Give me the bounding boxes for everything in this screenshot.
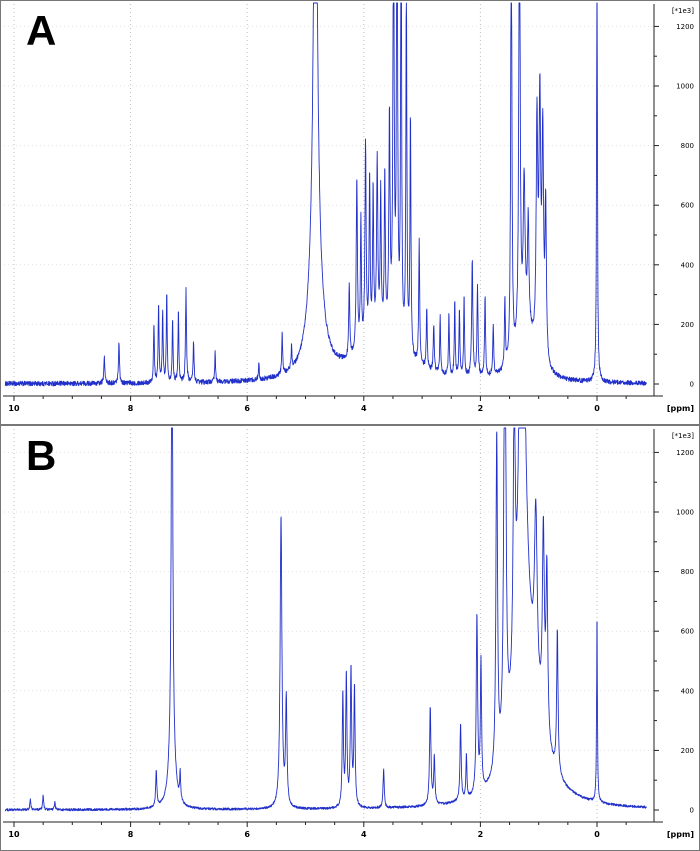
svg-text:[ppm]: [ppm]: [667, 830, 694, 839]
spectrum-panel-b: B 10 8 6 4 2 0 [ppm] 0 200 400 600 800 1000 1200 [*1e3…: [0, 425, 700, 851]
svg-text:800: 800: [681, 568, 694, 576]
svg-text:1000: 1000: [676, 509, 694, 517]
svg-text:8: 8: [128, 830, 134, 839]
svg-text:800: 800: [681, 142, 694, 150]
svg-text:2: 2: [478, 830, 484, 839]
svg-text:4: 4: [361, 830, 367, 839]
svg-text:4: 4: [361, 404, 367, 413]
panel-label-a: A: [26, 7, 57, 54]
svg-text:0: 0: [690, 381, 694, 389]
svg-text:8: 8: [128, 404, 134, 413]
svg-text:10: 10: [8, 404, 20, 413]
svg-text:400: 400: [681, 261, 694, 269]
spectrum-panel-a: A 10 8 6 4 2 0 [ppm] 0 200 400 600 800 1000 1200 [*1e3…: [0, 0, 700, 425]
nmr-spectrum-trace-a: [4, 2, 647, 387]
svg-text:[*1e3]: [*1e3]: [672, 432, 694, 440]
svg-text:0: 0: [594, 404, 600, 413]
spectrum-plot-b: 10 8 6 4 2 0 [ppm] 0 200 400 600 800 1000 1200 [*1e3]: [0, 425, 700, 851]
svg-text:6: 6: [244, 404, 250, 413]
svg-text:200: 200: [681, 321, 694, 329]
svg-text:0: 0: [690, 807, 694, 815]
svg-text:6: 6: [244, 830, 250, 839]
svg-text:200: 200: [681, 747, 694, 755]
svg-text:600: 600: [681, 628, 694, 636]
svg-text:2: 2: [478, 404, 484, 413]
svg-text:[ppm]: [ppm]: [667, 404, 694, 413]
spectrum-plot-a: 10 8 6 4 2 0 [ppm] 0 200 400 600 800 1000 1200 [*1e3]: [0, 0, 700, 425]
nmr-spectrum-trace-b: [4, 427, 647, 812]
svg-text:1200: 1200: [676, 449, 694, 457]
svg-text:0: 0: [594, 830, 600, 839]
svg-text:1200: 1200: [676, 23, 694, 31]
panel-label-b: B: [26, 432, 57, 479]
svg-text:[*1e3]: [*1e3]: [672, 7, 694, 15]
svg-text:1000: 1000: [676, 83, 694, 91]
svg-text:600: 600: [681, 202, 694, 210]
svg-text:400: 400: [681, 687, 694, 695]
svg-text:10: 10: [8, 830, 20, 839]
